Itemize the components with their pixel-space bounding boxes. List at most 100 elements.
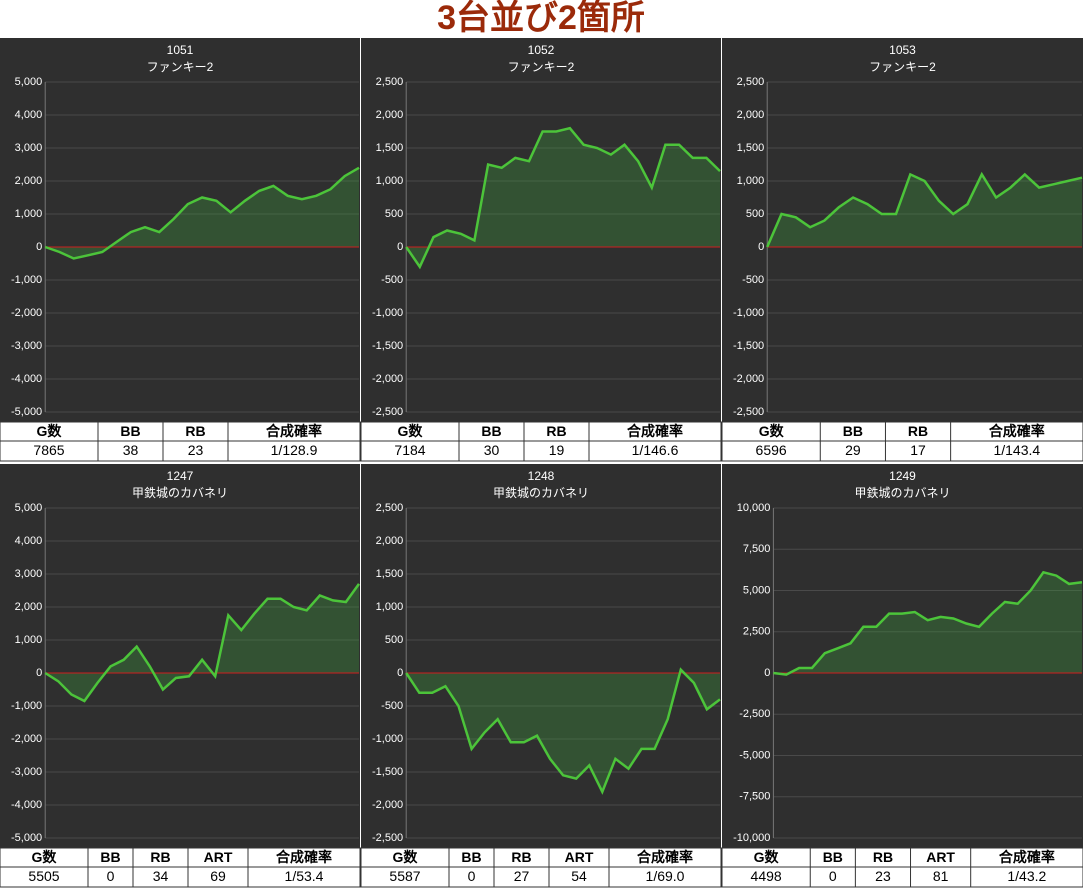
y-tick-label: 0 [397, 241, 403, 253]
table-cell: 1/69.0 [646, 868, 685, 884]
line [766, 171, 1083, 248]
table-cell: 7865 [33, 442, 64, 458]
y-tick-label: 2,500 [743, 626, 771, 638]
table-header: 合成確率 [999, 849, 1055, 865]
panel [361, 464, 721, 848]
y-tick-label: 7,500 [743, 543, 771, 555]
chart-title: 1249 [889, 469, 916, 483]
y-tick-label: -1,500 [733, 340, 764, 352]
chart-subtitle: 甲鉄城のカバネリ [493, 485, 589, 500]
table-header: G数 [759, 423, 785, 439]
y-tick-label: 0 [397, 667, 403, 679]
table-cell: 34 [153, 868, 169, 884]
table-header: BB [481, 423, 501, 439]
y-tick-label: 2,000 [376, 535, 404, 547]
table-cell: 38 [123, 442, 139, 458]
area [767, 174, 1082, 247]
y-tick-label: 1,000 [376, 601, 404, 613]
y-tick-label: 5,000 [15, 502, 43, 514]
table-cell: 5505 [28, 868, 59, 884]
y-tick-label: -1,000 [372, 733, 403, 745]
table-header: RB [185, 423, 205, 439]
table-cell: 69 [210, 868, 226, 884]
y-tick-label: -2,000 [372, 799, 403, 811]
y-tick-label: 1,500 [376, 142, 404, 154]
area [406, 128, 720, 267]
y-tick-label: 3,000 [15, 568, 43, 580]
y-tick-label: -3,000 [11, 340, 42, 352]
line [44, 583, 361, 703]
table-header: 合成確率 [627, 423, 683, 439]
chart-subtitle: ファンキー2 [869, 60, 936, 74]
y-tick-label: 1,500 [737, 142, 765, 154]
y-tick-label: 3,000 [15, 142, 43, 154]
y-tick-label: -3,000 [11, 766, 42, 778]
y-tick-label: 1,000 [376, 175, 404, 187]
table-cell: 6596 [756, 442, 787, 458]
chart-subtitle: 甲鉄城のカバネリ [854, 485, 950, 500]
table-cell: 17 [910, 442, 926, 458]
y-tick-label: -500 [381, 700, 403, 712]
y-tick-label: 0 [758, 241, 764, 253]
chart-title: 1053 [889, 43, 916, 57]
chart-title: 1248 [528, 469, 555, 483]
y-tick-label: 4,000 [15, 535, 43, 547]
y-tick-label: -500 [742, 274, 764, 286]
line [405, 126, 721, 270]
table-cell: 23 [875, 868, 891, 884]
y-tick-label: -4,000 [11, 799, 42, 811]
table-header: BB [100, 849, 120, 865]
table-cell: 4498 [751, 868, 782, 884]
area [45, 167, 359, 259]
table-cell: 1/53.4 [285, 868, 324, 884]
table-cell: 27 [514, 868, 530, 884]
y-tick-label: 1,000 [15, 208, 43, 220]
table-cell: 7184 [394, 442, 425, 458]
table-cell: 1/128.9 [271, 442, 318, 458]
page-title: 3台並び2箇所 [437, 0, 645, 37]
y-tick-label: -1,000 [733, 307, 764, 319]
chart-title: 1051 [167, 43, 194, 57]
y-tick-label: -4,000 [11, 373, 42, 385]
y-tick-label: -1,500 [372, 340, 403, 352]
y-tick-label: -5,000 [739, 749, 770, 761]
table-header: ART [204, 849, 233, 865]
table-header: RB [908, 423, 928, 439]
chart-title: 1247 [167, 469, 194, 483]
table-header: BB [823, 849, 843, 865]
table-cell: 19 [549, 442, 565, 458]
y-tick-label: 2,000 [15, 601, 43, 613]
y-tick-label: 5,000 [15, 76, 43, 88]
table-header: 合成確率 [276, 849, 332, 865]
table-header: 合成確率 [989, 423, 1045, 439]
table-cell: 1/146.6 [632, 442, 679, 458]
y-tick-label: 2,500 [376, 76, 404, 88]
y-tick-label: 5,000 [743, 584, 771, 596]
y-tick-label: 2,000 [15, 175, 43, 187]
table-cell: 0 [829, 868, 837, 884]
y-tick-label: -5,000 [11, 406, 42, 418]
table-cell: 23 [188, 442, 204, 458]
table-header: G数 [398, 423, 424, 439]
y-tick-label: -1,500 [372, 766, 403, 778]
table-cell: 0 [468, 868, 476, 884]
chart-title: 1052 [528, 43, 555, 57]
y-tick-label: -2,000 [11, 307, 42, 319]
y-tick-label: 500 [746, 208, 764, 220]
y-tick-label: -1,000 [372, 307, 403, 319]
table-cell: 0 [107, 868, 115, 884]
y-tick-label: -2,500 [372, 406, 403, 418]
table-header: RB [150, 849, 170, 865]
y-tick-label: 0 [36, 241, 42, 253]
y-tick-label: -2,500 [733, 406, 764, 418]
y-tick-label: -10,000 [733, 832, 770, 844]
table-cell: 30 [484, 442, 500, 458]
table-header: G数 [37, 423, 63, 439]
table-cell: 5587 [389, 868, 420, 884]
y-tick-label: 500 [385, 208, 403, 220]
table-header: G数 [754, 849, 780, 865]
y-tick-label: 2,500 [376, 502, 404, 514]
table-cell: 29 [845, 442, 861, 458]
